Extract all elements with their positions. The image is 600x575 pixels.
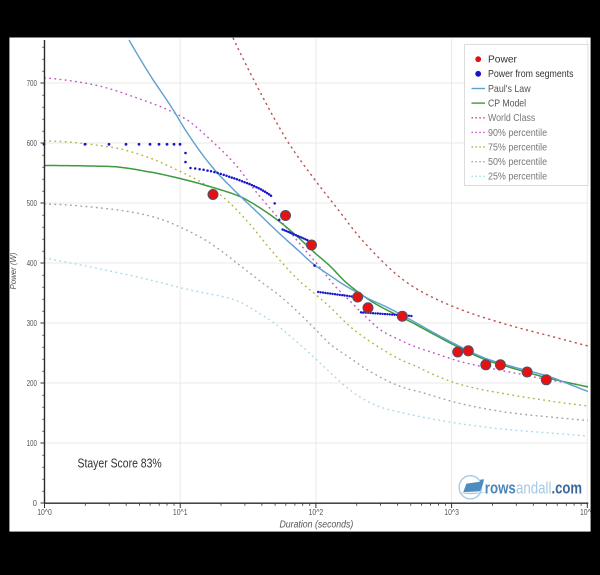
svg-text:500: 500 [27, 199, 38, 208]
svg-text:90% percentile: 90% percentile [488, 128, 547, 139]
svg-text:400: 400 [27, 259, 38, 268]
svg-text:Duration (seconds): Duration (seconds) [280, 520, 354, 531]
svg-text:Paul's Law: Paul's Law [488, 84, 531, 95]
svg-text:10^4: 10^4 [580, 508, 595, 517]
svg-text:.com: .com [552, 479, 583, 497]
svg-text:200: 200 [27, 379, 38, 388]
svg-text:10^0: 10^0 [37, 508, 52, 517]
svg-text:10^1: 10^1 [173, 508, 188, 517]
svg-text:10^2: 10^2 [309, 508, 324, 517]
svg-text:50% percentile: 50% percentile [488, 157, 547, 168]
svg-text:rows: rows [485, 479, 516, 497]
svg-text:300: 300 [27, 319, 38, 328]
svg-text:600: 600 [27, 139, 38, 148]
svg-text:Power from segments: Power from segments [488, 69, 574, 80]
svg-text:700: 700 [27, 79, 38, 88]
svg-text:Power: Power [488, 55, 518, 66]
svg-text:100: 100 [27, 439, 38, 448]
svg-text:Stayer Score 83%: Stayer Score 83% [78, 456, 163, 471]
svg-text:andall: andall [516, 479, 551, 497]
svg-text:Power (W): Power (W) [8, 252, 18, 289]
svg-text:10^3: 10^3 [444, 508, 459, 517]
svg-text:25% percentile: 25% percentile [488, 172, 547, 183]
svg-text:World Class: World Class [488, 113, 535, 124]
svg-text:75% percentile: 75% percentile [488, 142, 547, 153]
svg-text:0: 0 [33, 499, 38, 508]
svg-text:CP Model: CP Model [488, 99, 526, 110]
